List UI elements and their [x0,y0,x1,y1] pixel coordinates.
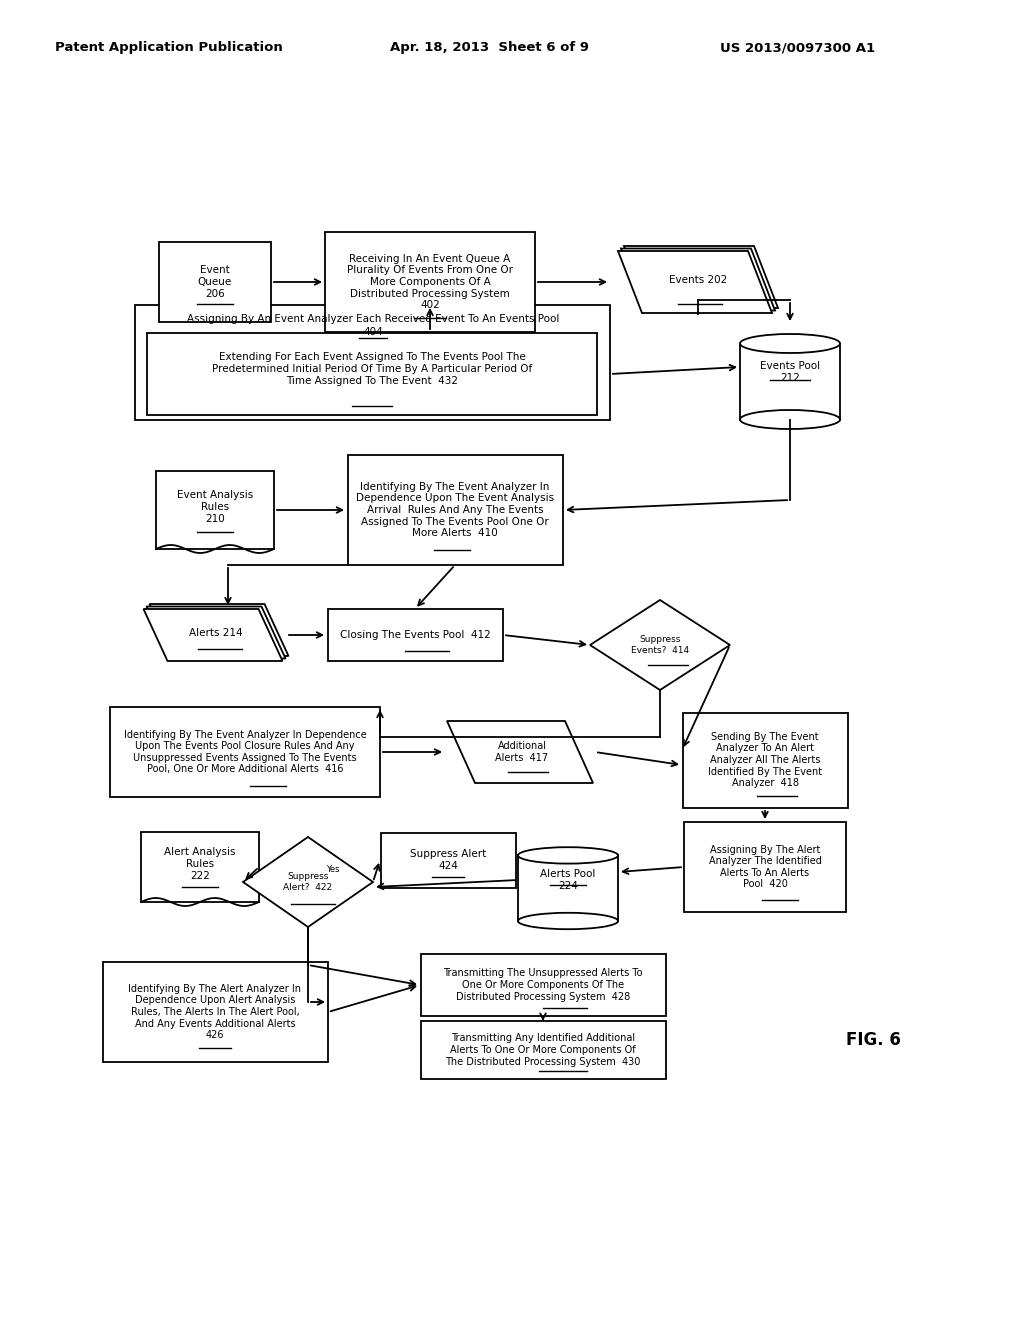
Text: Events Pool
212: Events Pool 212 [760,362,820,383]
Bar [381,833,515,887]
Bar [684,822,846,912]
Bar [156,471,274,549]
Polygon shape [621,248,775,310]
Text: Apr. 18, 2013  Sheet 6 of 9: Apr. 18, 2013 Sheet 6 of 9 [390,41,589,54]
Bar [421,954,666,1016]
Ellipse shape [740,334,840,352]
Text: Transmitting The Unsuppressed Alerts To
One Or More Components Of The
Distribute: Transmitting The Unsuppressed Alerts To … [443,969,643,1002]
Text: Suppress Alert
424: Suppress Alert 424 [410,849,486,871]
Bar [159,242,271,322]
Text: Identifying By The Alert Analyzer In
Dependence Upon Alert Analysis
Rules, The A: Identifying By The Alert Analyzer In Dep… [128,983,301,1040]
Text: Additional
Alerts  417: Additional Alerts 417 [496,742,549,763]
Text: Sending By The Event
Analyzer To An Alert
Analyzer All The Alerts
Identified By : Sending By The Event Analyzer To An Aler… [708,731,822,788]
Polygon shape [590,601,730,690]
Text: Events 202: Events 202 [669,275,727,285]
Text: Receiving In An Event Queue A
Plurality Of Events From One Or
More Components Of: Receiving In An Event Queue A Plurality … [347,253,513,310]
Text: Alert Analysis
Rules
222: Alert Analysis Rules 222 [164,847,236,880]
Ellipse shape [518,847,618,863]
Text: Alerts Pool
224: Alerts Pool 224 [541,869,596,891]
Text: Assigning By An Event Analyzer Each Received Event To An Events Pool: Assigning By An Event Analyzer Each Rece… [186,314,559,323]
Text: Identifying By The Event Analyzer In
Dependence Upon The Event Analysis
Arrival : Identifying By The Event Analyzer In Dep… [356,482,554,539]
Polygon shape [143,609,283,661]
Text: Transmitting Any Identified Additional
Alerts To One Or More Components Of
The D: Transmitting Any Identified Additional A… [445,1034,641,1067]
Bar [110,708,380,797]
Text: Patent Application Publication: Patent Application Publication [55,41,283,54]
Polygon shape [150,605,289,656]
Bar [518,855,618,921]
Bar [147,333,597,414]
Ellipse shape [740,411,840,429]
Bar [102,962,328,1063]
Bar [325,232,535,333]
Text: Yes: Yes [326,865,340,874]
Bar [421,1020,666,1078]
Text: Assigning By The Alert
Analyzer The Identified
Alerts To An Alerts
Pool  420: Assigning By The Alert Analyzer The Iden… [709,845,821,890]
Bar [135,305,610,420]
Text: Suppress
Alert?  422: Suppress Alert? 422 [284,873,333,892]
Text: Event Analysis
Rules
210: Event Analysis Rules 210 [177,491,253,524]
Bar [141,832,259,902]
Bar [683,713,848,808]
Text: Event
Queue
206: Event Queue 206 [198,265,232,298]
Text: 404: 404 [364,327,383,337]
Text: Identifying By The Event Analyzer In Dependence
Upon The Events Pool Closure Rul: Identifying By The Event Analyzer In Dep… [124,730,367,775]
Polygon shape [618,251,772,313]
Bar [740,343,840,420]
Text: Closing The Events Pool  412: Closing The Events Pool 412 [340,630,490,640]
Text: FIG. 6: FIG. 6 [846,1031,900,1049]
Text: Alerts 214: Alerts 214 [189,628,243,638]
Ellipse shape [518,913,618,929]
Text: Extending For Each Event Assigned To The Events Pool The
Predetermined Initial P: Extending For Each Event Assigned To The… [212,352,532,385]
Polygon shape [243,837,373,927]
Text: Suppress
Events?  414: Suppress Events? 414 [631,635,689,655]
Bar [347,455,562,565]
Bar [328,609,503,661]
Polygon shape [146,606,286,659]
Polygon shape [624,246,778,308]
Polygon shape [447,721,593,783]
Text: US 2013/0097300 A1: US 2013/0097300 A1 [720,41,876,54]
